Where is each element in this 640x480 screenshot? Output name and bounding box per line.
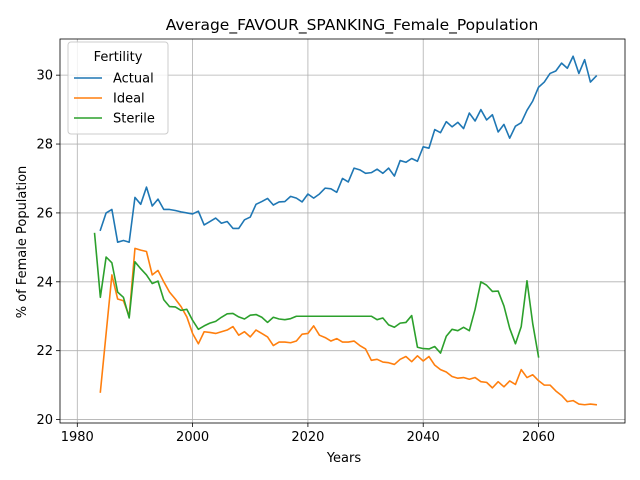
y-tick-label: 28 bbox=[36, 138, 53, 153]
y-tick-label: 24 bbox=[36, 275, 53, 290]
series-lines bbox=[93, 55, 598, 406]
x-tick-label: 2060 bbox=[522, 430, 555, 445]
y-tick-label: 26 bbox=[36, 206, 53, 221]
legend-title: Fertility bbox=[94, 50, 143, 65]
grid-lines bbox=[60, 39, 625, 423]
y-axis-label: % of Female Population bbox=[15, 166, 30, 319]
legend-label-actual: Actual bbox=[113, 72, 154, 87]
x-tick-label: 1980 bbox=[61, 430, 94, 445]
series-line-sterile bbox=[93, 232, 540, 358]
y-tick-label: 30 bbox=[36, 69, 53, 84]
x-tick-label: 2020 bbox=[291, 430, 324, 445]
plot-frame bbox=[59, 38, 626, 424]
legend-label-ideal: Ideal bbox=[113, 92, 145, 107]
y-tick-label: 20 bbox=[36, 413, 53, 428]
chart-title: Average_FAVOUR_SPANKING_Female_Populatio… bbox=[166, 16, 539, 35]
x-axis: 1980 2000 2020 2040 2060 bbox=[61, 423, 555, 445]
legend: Fertility Actual Ideal Sterile bbox=[67, 41, 169, 135]
x-tick-label: 2040 bbox=[407, 430, 440, 445]
legend-entries: Actual Ideal Sterile bbox=[74, 72, 155, 127]
x-tick-label: 2000 bbox=[176, 430, 209, 445]
y-axis: 20 22 24 26 28 30 bbox=[36, 69, 60, 428]
series-line-actual bbox=[99, 55, 598, 243]
x-axis-label: Years bbox=[326, 451, 362, 466]
legend-label-sterile: Sterile bbox=[113, 112, 155, 127]
y-tick-label: 22 bbox=[36, 344, 53, 359]
legend-box bbox=[67, 41, 169, 135]
